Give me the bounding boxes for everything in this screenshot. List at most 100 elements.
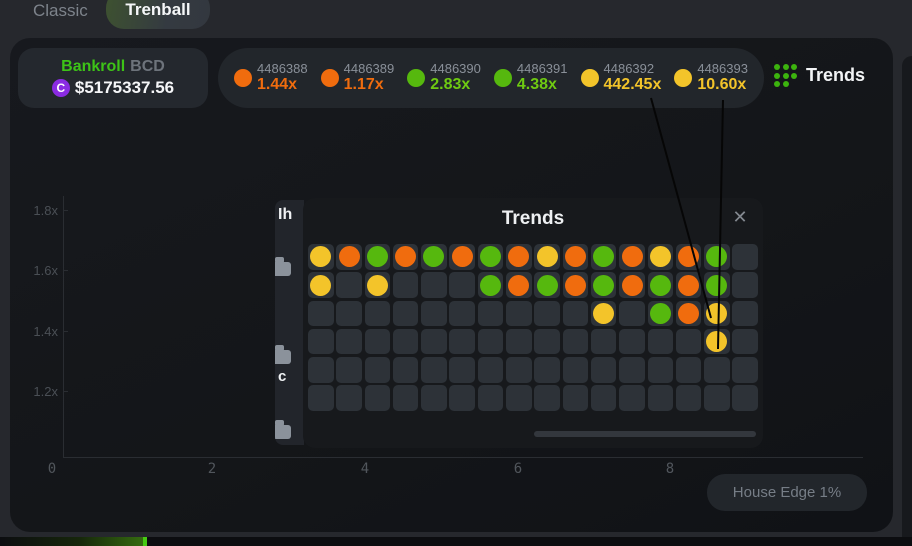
trend-cell xyxy=(392,300,419,327)
adjacent-panel-edge xyxy=(902,56,912,546)
history-round[interactable]: 4486393 10.60x xyxy=(674,61,748,94)
fragment-text: Ih xyxy=(278,206,293,223)
history-round[interactable]: 4486390 2.83x xyxy=(407,61,481,94)
trend-cell xyxy=(647,328,674,355)
clipped-icon xyxy=(275,420,291,439)
y-axis-tick xyxy=(63,270,68,272)
trend-cell xyxy=(732,328,758,355)
tab-trenball[interactable]: Trenball xyxy=(106,0,210,29)
trend-cell xyxy=(732,357,758,383)
y-axis-label: 1.6x xyxy=(33,263,58,279)
trend-cell xyxy=(364,300,391,327)
trend-result-dot xyxy=(593,246,615,268)
close-icon[interactable]: ✕ xyxy=(732,207,748,227)
trend-cell xyxy=(392,272,419,298)
trend-result-dot xyxy=(678,302,700,324)
trend-result-dot xyxy=(706,331,728,353)
trend-result-dot xyxy=(536,246,558,268)
round-multiplier: 4.38x xyxy=(516,76,557,94)
trend-result-dot xyxy=(338,246,360,268)
chart-x-axis xyxy=(63,457,863,458)
trend-cell xyxy=(477,328,504,355)
trend-cell xyxy=(619,385,645,411)
history-round[interactable]: 4486392 442.45x xyxy=(580,61,662,94)
trend-result-dot xyxy=(480,274,502,296)
trend-cell xyxy=(619,272,645,298)
tab-classic[interactable]: Classic xyxy=(33,1,88,20)
history-round[interactable]: 4486388 1.44x xyxy=(234,61,308,94)
trend-cell xyxy=(590,300,617,327)
trend-cell xyxy=(732,385,758,411)
background-panel-fragment: Ih c xyxy=(275,200,304,445)
round-result-dot xyxy=(320,68,339,87)
trend-cell xyxy=(619,357,645,383)
trend-cell xyxy=(562,244,589,270)
trend-cell xyxy=(675,328,702,355)
trend-cell xyxy=(336,272,362,298)
trend-cell xyxy=(534,300,560,327)
bankroll-amount: $5175337.56 xyxy=(74,78,175,97)
trend-cell xyxy=(619,328,645,355)
trend-result-dot xyxy=(621,246,643,268)
round-multiplier: 1.17x xyxy=(343,76,384,94)
y-axis-tick xyxy=(63,330,68,332)
trend-cell xyxy=(506,328,532,355)
round-id: 4486390 xyxy=(430,61,481,77)
trend-result-dot xyxy=(621,274,643,296)
trends-button-label: Trends xyxy=(806,65,866,85)
trend-cell xyxy=(336,328,362,355)
trend-cell xyxy=(619,244,645,270)
trend-cell xyxy=(421,385,447,411)
trend-cell xyxy=(308,272,334,298)
coin-icon: C xyxy=(51,79,70,97)
trend-cell xyxy=(392,328,419,355)
round-id: 4486389 xyxy=(343,61,395,77)
trend-cell xyxy=(647,385,674,411)
trend-cell xyxy=(506,357,532,383)
trend-cell xyxy=(534,385,560,411)
trend-cell xyxy=(647,357,674,383)
trend-result-dot xyxy=(310,246,332,268)
y-axis-tick xyxy=(63,210,68,211)
trend-result-dot xyxy=(564,274,586,296)
trend-cell xyxy=(590,357,617,383)
trend-result-dot xyxy=(649,302,671,324)
trend-cell xyxy=(421,272,447,298)
round-multiplier: 442.45x xyxy=(603,76,662,94)
x-axis-label: 8 xyxy=(665,461,675,477)
trend-cell xyxy=(364,357,391,383)
trends-button[interactable]: Trends xyxy=(774,64,865,87)
trends-modal-title: Trends xyxy=(501,208,565,229)
trend-cell xyxy=(675,357,702,383)
trend-cell xyxy=(506,300,532,327)
trend-cell xyxy=(534,244,560,270)
round-id: 4486391 xyxy=(516,61,568,77)
trend-result-dot xyxy=(564,246,586,268)
trend-result-dot xyxy=(366,274,388,296)
trend-cell xyxy=(449,328,475,355)
history-round[interactable]: 4486391 4.38x xyxy=(493,61,568,94)
trends-grid-icon xyxy=(774,64,797,87)
trend-cell xyxy=(449,357,475,383)
trend-cell xyxy=(562,328,589,355)
bankroll-title: Bankroll BCD xyxy=(61,58,165,76)
trend-cell xyxy=(506,244,532,270)
history-round[interactable]: 4486389 1.17x xyxy=(320,61,395,94)
house-edge-label: House Edge 1% xyxy=(732,484,842,501)
trend-cell xyxy=(392,357,419,383)
trend-cell xyxy=(704,272,730,298)
trend-cell xyxy=(534,328,560,355)
trends-grid-scrollbar[interactable] xyxy=(534,431,756,437)
trend-cell xyxy=(449,272,475,298)
trend-cell xyxy=(477,385,504,411)
y-axis-label: 1.4x xyxy=(33,323,58,339)
trend-cell xyxy=(619,300,645,327)
house-edge-badge: House Edge 1% xyxy=(707,474,867,511)
trend-cell xyxy=(477,272,504,298)
trend-result-dot xyxy=(593,274,615,296)
trend-cell xyxy=(704,385,730,411)
trend-result-dot xyxy=(451,246,473,268)
round-result-dot xyxy=(234,68,252,87)
trend-cell xyxy=(392,244,419,270)
trend-cell xyxy=(477,244,504,270)
